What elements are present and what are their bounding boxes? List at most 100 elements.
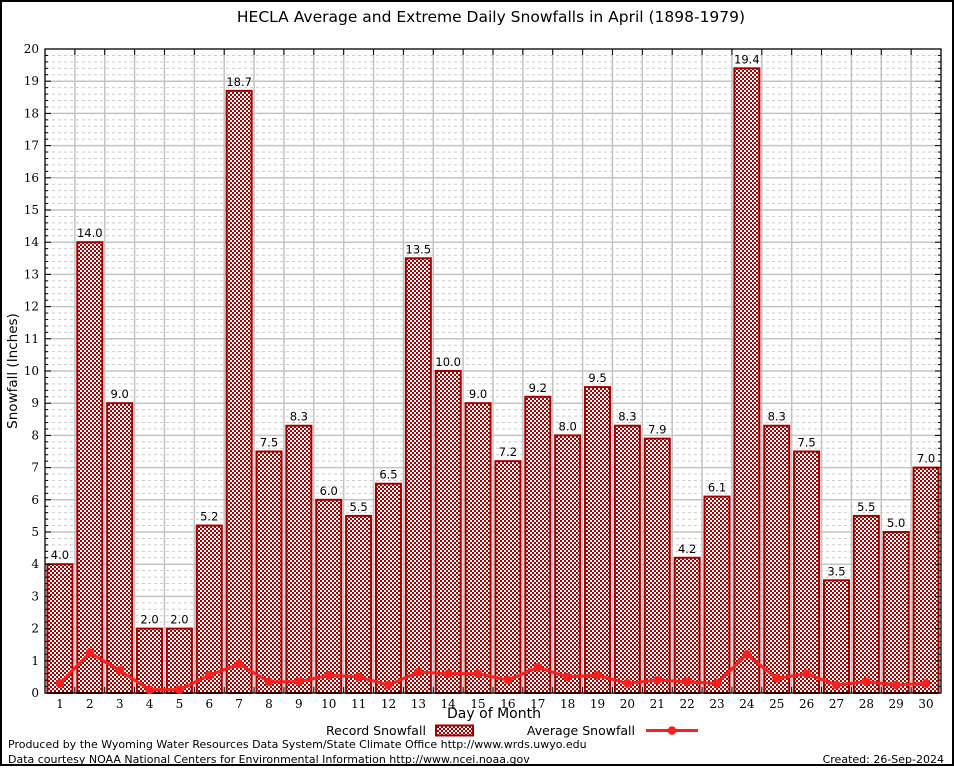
bar-label-day-29: 5.0 — [887, 516, 905, 530]
record-bar-day-13 — [404, 257, 432, 694]
record-bar-day-20 — [613, 424, 641, 694]
footer-data-courtesy: Data courtesy NOAA National Centers for … — [8, 753, 530, 766]
average-marker-day-22 — [682, 677, 692, 687]
bar-label-day-12: 6.5 — [379, 468, 397, 482]
x-tick-day-5: 5 — [176, 697, 184, 711]
bar-label-day-16: 7.2 — [499, 445, 517, 459]
bar-label-day-2: 14.0 — [77, 226, 103, 240]
snowfall-chart-canvas: 4.014.09.02.0 2.05.218.77.58.36.05.56.513… — [24, 42, 942, 711]
record-bar-day-9 — [285, 424, 313, 694]
average-marker-day-30 — [921, 679, 931, 688]
average-marker-day-29 — [891, 680, 901, 690]
average-marker-day-2 — [85, 648, 95, 658]
bar-label-day-22: 4.2 — [678, 542, 696, 556]
bar-label-day-26: 7.5 — [797, 436, 815, 450]
average-marker-day-18 — [563, 672, 572, 682]
legend-average-snowfall-label: Average Snowfall — [526, 723, 635, 738]
bar-label-day-25: 8.3 — [768, 410, 786, 424]
record-bar-day-7 — [225, 89, 253, 695]
record-bar-day-24 — [733, 67, 761, 694]
footer-produced-by: Produced by the Wyoming Water Resources … — [8, 738, 587, 751]
average-marker-day-5 — [175, 685, 184, 695]
record-bar-day-15 — [464, 402, 492, 694]
footer-created-date: Created: 26-Sep-2024 — [822, 753, 944, 766]
average-snowfall-line — [58, 651, 927, 692]
bar-label-day-9: 8.3 — [290, 410, 308, 424]
bar-label-day-8: 7.5 — [260, 436, 278, 450]
average-marker-day-20 — [623, 679, 632, 688]
bar-label-day-1: 4.0 — [51, 548, 69, 562]
x-axis-label: Day of Month — [447, 706, 541, 722]
record-bar-day-22 — [673, 556, 701, 695]
record-bar-day-25 — [763, 424, 791, 694]
bar-label-day-30: 7.0 — [917, 452, 935, 466]
average-marker-day-21 — [652, 675, 662, 685]
y-tick-19: 19 — [24, 74, 39, 88]
bar-label-day-15: 9.0 — [469, 387, 487, 401]
average-marker-day-1 — [55, 679, 65, 688]
average-marker-day-6 — [204, 670, 214, 680]
record-bar-day-27 — [822, 579, 850, 694]
record-bar-day-18 — [554, 434, 582, 694]
x-tick-day-23: 23 — [709, 697, 724, 711]
y-tick-2: 2 — [31, 622, 39, 636]
record-bar-day-19 — [584, 386, 612, 694]
average-marker-day-24 — [742, 650, 752, 659]
x-tick-day-7: 7 — [235, 697, 243, 711]
average-marker-day-14 — [443, 669, 453, 678]
record-bar-day-16 — [494, 460, 522, 694]
bar-label-day-11: 5.5 — [349, 500, 367, 514]
average-marker-day-3 — [115, 666, 124, 675]
average-marker-day-19 — [593, 670, 602, 680]
record-bar-day-4 — [136, 627, 164, 694]
x-tick-day-28: 28 — [859, 697, 874, 711]
average-snowfall-line-swatch — [644, 724, 700, 737]
grid-major-layer — [45, 49, 941, 693]
y-tick-3: 3 — [31, 589, 39, 603]
average-marker-day-7 — [234, 659, 244, 669]
y-axis-label: Snowfall (Inches) — [5, 313, 21, 429]
y-tick-12: 12 — [24, 300, 39, 314]
x-tick-day-2: 2 — [86, 697, 94, 711]
bar-label-day-28: 5.5 — [857, 500, 875, 514]
y-tick-7: 7 — [31, 461, 39, 475]
bar-label-day-27: 3.5 — [827, 564, 845, 578]
x-tick-day-30: 30 — [918, 697, 933, 711]
y-tick-16: 16 — [24, 171, 39, 185]
x-tick-day-8: 8 — [265, 697, 273, 711]
average-marker-day-11 — [354, 672, 363, 682]
x-tick-day-17: 17 — [530, 697, 545, 711]
x-tick-day-18: 18 — [560, 697, 575, 711]
bar-label-day-4: 2.0 — [140, 613, 158, 627]
y-tick-1: 1 — [31, 654, 39, 668]
record-bar-day-28 — [852, 514, 880, 695]
record-bar-day-29 — [882, 531, 910, 694]
bar-label-day-20: 8.3 — [618, 410, 636, 424]
average-marker-day-27 — [832, 680, 841, 690]
record-bar-day-11 — [345, 514, 373, 695]
x-tick-day-24: 24 — [739, 697, 755, 711]
x-tick-day-1: 1 — [56, 697, 64, 711]
y-tick-9: 9 — [31, 396, 39, 410]
y-tick-20: 20 — [24, 42, 39, 56]
x-tick-day-29: 29 — [889, 697, 904, 711]
x-tick-day-6: 6 — [205, 697, 213, 711]
y-tick-18: 18 — [24, 106, 39, 120]
bar-label-day-23: 6.1 — [708, 481, 726, 495]
bar-label-day-18: 8.0 — [559, 419, 577, 433]
record-bar-day-5 — [165, 627, 193, 694]
x-tick-day-25: 25 — [769, 697, 784, 711]
record-bar-day-2 — [76, 241, 104, 694]
bar-label-day-17: 9.2 — [529, 381, 547, 395]
bar-label-day-19: 9.5 — [588, 371, 606, 385]
bar-label-day-7: 18.7 — [226, 75, 252, 89]
average-marker-day-26 — [802, 669, 811, 678]
y-tick-14: 14 — [24, 235, 40, 249]
x-tick-day-14: 14 — [441, 697, 457, 711]
y-tick-0: 0 — [31, 686, 39, 700]
y-tick-4: 4 — [31, 557, 39, 571]
chart-legend: Record Snowfall Average Snowfall — [2, 723, 952, 738]
record-bar-day-21 — [643, 437, 671, 694]
